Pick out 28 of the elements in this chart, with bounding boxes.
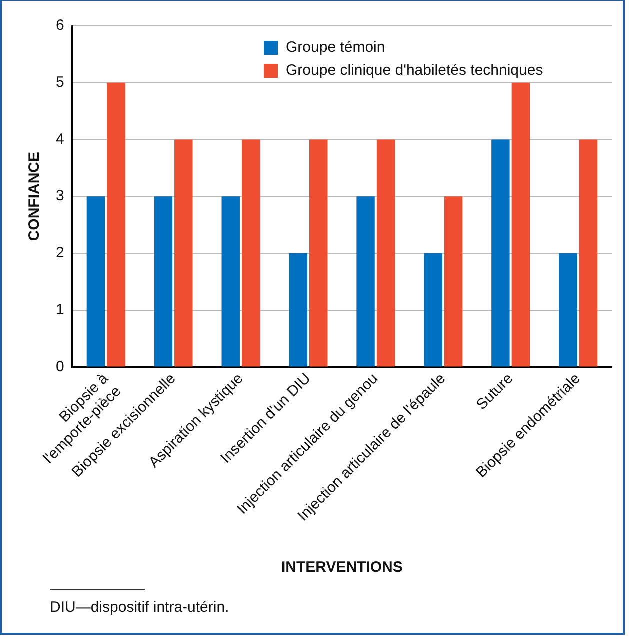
y-tick-label: 2 bbox=[56, 244, 64, 262]
bar bbox=[222, 196, 240, 367]
legend-label: Groupe témoin bbox=[286, 39, 386, 56]
bar bbox=[559, 253, 578, 367]
bar bbox=[174, 140, 193, 367]
y-tick-label: 4 bbox=[56, 130, 64, 148]
bar bbox=[107, 82, 126, 367]
bar bbox=[492, 140, 510, 367]
bar bbox=[309, 140, 328, 367]
bar bbox=[289, 253, 308, 367]
bar bbox=[356, 196, 375, 367]
bar bbox=[154, 196, 173, 367]
y-tick-label: 3 bbox=[56, 188, 64, 205]
y-tick-label: 0 bbox=[56, 358, 64, 376]
y-tick-label: 1 bbox=[56, 301, 64, 318]
x-axis-title: INTERVENTIONS bbox=[281, 559, 403, 576]
bar bbox=[512, 82, 530, 367]
y-tick-label: 5 bbox=[56, 74, 64, 92]
legend-label: Groupe clinique d'habiletés techniques bbox=[286, 62, 544, 79]
bar bbox=[444, 196, 463, 367]
bar bbox=[376, 140, 396, 367]
bar bbox=[242, 140, 260, 367]
y-tick-label: 6 bbox=[56, 17, 64, 34]
y-axis-title: CONFIANCE bbox=[26, 152, 44, 242]
text: DIU—dispositif intra-utérin. bbox=[50, 599, 230, 616]
bar bbox=[579, 140, 598, 367]
bar bbox=[86, 196, 106, 367]
bar bbox=[424, 253, 442, 367]
